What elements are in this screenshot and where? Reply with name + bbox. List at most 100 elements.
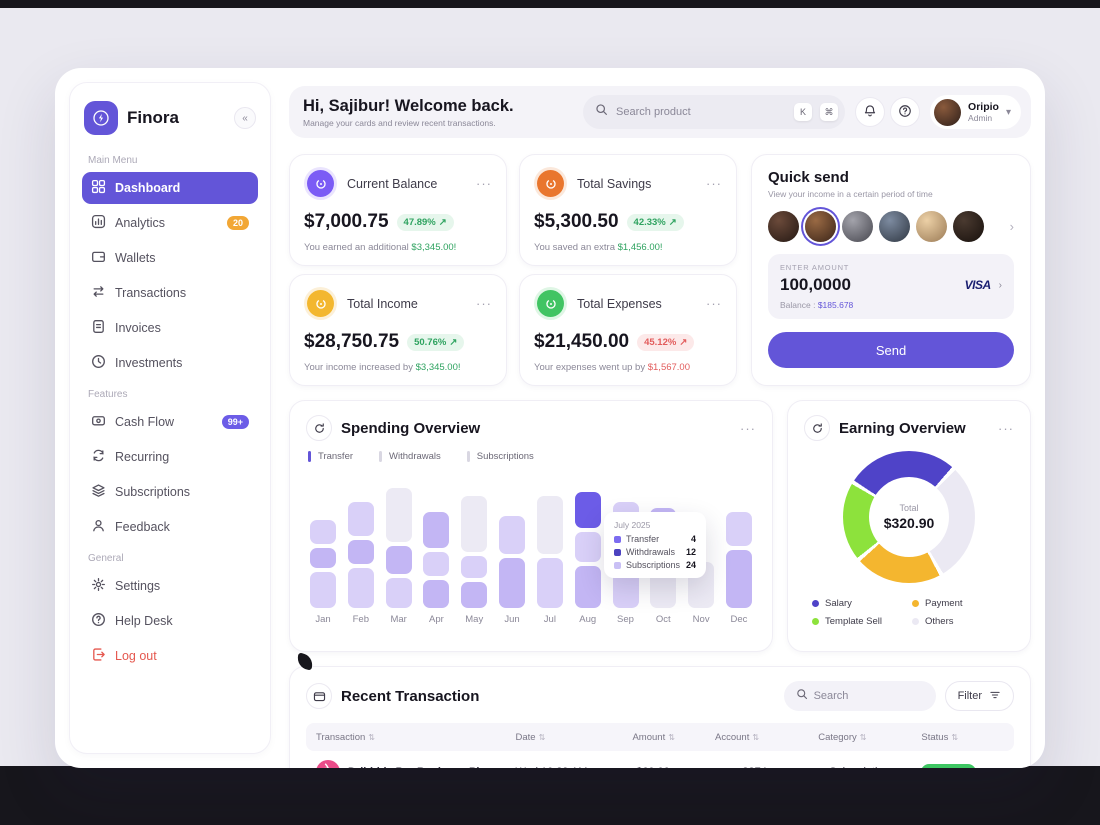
amount-value[interactable]: 100,0000 — [780, 275, 851, 294]
recipient-avatar[interactable] — [879, 211, 910, 242]
bar-column-aug[interactable]: Aug — [573, 474, 603, 626]
section-label-general: General — [88, 553, 124, 564]
bar-column-feb[interactable]: Feb — [346, 474, 376, 626]
transaction-search-input[interactable] — [813, 690, 924, 702]
column-header-account[interactable]: Account ⇅ — [715, 731, 760, 743]
recurring-icon — [91, 448, 106, 466]
sidebar-item-feedback[interactable]: Feedback — [82, 511, 258, 543]
bar-segment — [310, 572, 336, 608]
sidebar-item-cash-flow[interactable]: Cash Flow 99+ — [82, 406, 258, 438]
more-options-button[interactable]: ··· — [476, 176, 492, 191]
stat-title: Total Income — [347, 296, 418, 311]
bar-column-mar[interactable]: Mar — [384, 474, 414, 626]
filter-icon — [989, 689, 1001, 704]
recipient-avatar[interactable] — [916, 211, 947, 242]
profile-menu[interactable]: Oripio Admin ▾ — [930, 95, 1021, 129]
legend-withdrawals[interactable]: Withdrawals — [379, 451, 441, 462]
legend-template-sell: Template Sell — [812, 616, 906, 627]
table-header-row: Transaction ⇅ Date ⇅ Amount ⇅ Account ⇅ Cate… — [306, 723, 1014, 751]
stat-value: $5,300.50 — [534, 211, 619, 232]
sidebar-item-log-out[interactable]: Log out — [82, 640, 258, 672]
transaction-search[interactable] — [783, 681, 936, 711]
month-label: Aug — [579, 614, 597, 625]
balance-line: Balance : $185.678 — [780, 300, 854, 310]
question-icon — [898, 104, 912, 121]
table-row[interactable]: Dribbble Pro Business Plan Wed 10:29 AM … — [306, 751, 1014, 768]
more-options-button[interactable]: ··· — [706, 296, 722, 311]
search-input[interactable] — [616, 106, 787, 118]
column-header-status[interactable]: Status ⇅ — [921, 731, 959, 743]
sidebar-item-label: Investments — [115, 356, 183, 370]
recipient-avatar[interactable] — [953, 211, 984, 242]
search-icon — [595, 103, 608, 121]
bar-segment — [423, 552, 450, 576]
recipient-avatar-selected[interactable] — [805, 211, 836, 242]
cash-flow-badge: 99+ — [221, 415, 249, 429]
chevron-right-icon[interactable]: › — [998, 279, 1002, 291]
more-options-button[interactable]: ··· — [476, 296, 492, 311]
subscriptions-icon — [91, 483, 106, 501]
transaction-amount: -$60.00 — [632, 766, 715, 768]
sidebar-item-analytics[interactable]: Analytics 20 — [82, 207, 258, 239]
quick-send-card: Quick send View your income in a certain… — [751, 154, 1031, 386]
column-header-date[interactable]: Date ⇅ — [515, 731, 546, 743]
sidebar-item-invoices[interactable]: Invoices — [82, 312, 258, 344]
more-options-button[interactable]: ··· — [740, 420, 756, 436]
help-button[interactable] — [890, 97, 921, 127]
more-options-button[interactable]: ··· — [998, 420, 1014, 436]
column-header-category[interactable]: Category ⇅ — [818, 731, 867, 743]
stat-note: You saved an extra $1,456.00! — [534, 242, 663, 253]
recipient-avatar[interactable] — [842, 211, 873, 242]
bar-column-may[interactable]: May — [459, 474, 489, 626]
sidebar-item-recurring[interactable]: Recurring — [82, 441, 258, 473]
quick-send-title: Quick send — [768, 169, 849, 186]
stat-note: Your expenses went up by $1,567.00 — [534, 362, 690, 373]
sidebar-item-wallets[interactable]: Wallets — [82, 242, 258, 274]
month-label: Oct — [655, 614, 671, 625]
bar-column-jan[interactable]: Jan — [308, 474, 338, 626]
sidebar-item-label: Subscriptions — [115, 485, 191, 499]
app-name: Finora — [127, 108, 179, 127]
month-label: Apr — [429, 614, 444, 625]
sidebar-item-settings[interactable]: Settings — [82, 570, 258, 602]
bar-column-jun[interactable]: Jun — [497, 474, 527, 626]
bar-segment — [347, 502, 374, 536]
notifications-button[interactable] — [855, 97, 886, 127]
change-badge: 45.12% ↗ — [637, 333, 695, 351]
sidebar-item-transactions[interactable]: Transactions — [82, 277, 258, 309]
sidebar-item-subscriptions[interactable]: Subscriptions — [82, 476, 258, 508]
bar-column-jul[interactable]: Jul — [535, 474, 565, 626]
filter-button[interactable]: Filter — [944, 681, 1015, 711]
chevron-right-icon[interactable]: › — [1009, 219, 1014, 234]
visa-logo: VISA — [715, 767, 738, 768]
legend-transfer[interactable]: Transfer — [308, 451, 353, 462]
bar-column-apr[interactable]: Apr — [421, 474, 451, 626]
month-label: Mar — [390, 614, 407, 625]
page-canvas: Finora « Main Menu Dashboard Analytics 2… — [0, 8, 1100, 768]
send-button[interactable]: Send — [768, 332, 1014, 368]
recipient-avatar[interactable] — [768, 211, 799, 242]
product-search[interactable]: K ⌘ — [583, 95, 846, 129]
analytics-icon — [91, 214, 106, 232]
sidebar-item-help-desk[interactable]: Help Desk — [82, 605, 258, 637]
legend-subscriptions[interactable]: Subscriptions — [466, 451, 534, 462]
sidebar-collapse-button[interactable]: « — [234, 107, 256, 129]
legend-dot — [812, 618, 819, 625]
status-badge: Success — [921, 764, 976, 768]
search-icon — [796, 687, 808, 705]
transaction-date: Wed 10:29 AM — [516, 766, 633, 768]
transaction-category: Subscription — [818, 766, 921, 768]
sort-icon: ⇅ — [859, 732, 867, 742]
bar-column-dec[interactable]: Dec — [724, 474, 754, 626]
stat-value: $28,750.75 — [304, 331, 400, 352]
legend-marker — [379, 451, 383, 462]
sidebar-item-label: Transactions — [115, 286, 187, 300]
column-header-transaction[interactable]: Transaction ⇅ — [316, 731, 375, 743]
amount-input-box[interactable]: ENTER AMOUNT 100,0000 VISA › Balance : $… — [768, 254, 1014, 319]
bar-segment — [536, 558, 563, 608]
sidebar-item-dashboard[interactable]: Dashboard — [82, 172, 258, 204]
column-header-amount[interactable]: Amount ⇅ — [632, 731, 675, 743]
sidebar-item-investments[interactable]: Investments — [82, 347, 258, 379]
more-options-button[interactable]: ··· — [706, 176, 722, 191]
trend-up-icon: ↗ — [679, 336, 688, 348]
